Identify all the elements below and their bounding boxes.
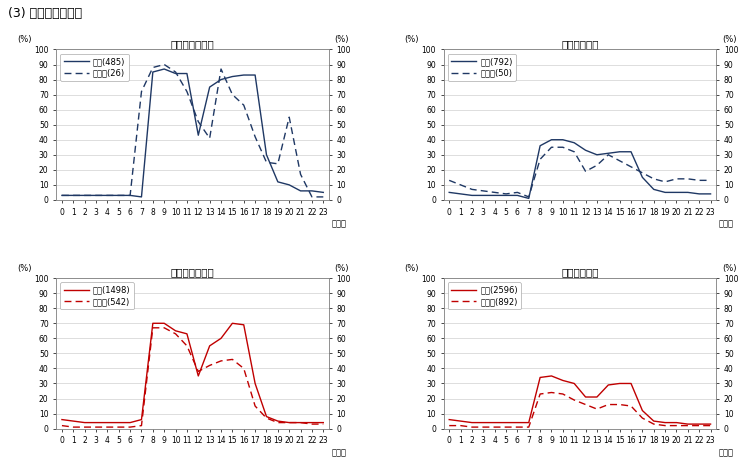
Text: (%): (%) [17,35,32,44]
Text: （時）: （時） [719,219,734,228]
Title: 女性（土日）: 女性（土日） [561,268,598,277]
Text: （時）: （時） [332,448,346,457]
Legend: 正規(485), 非正規(26): 正規(485), 非正規(26) [61,54,129,81]
Text: （時）: （時） [719,448,734,457]
Text: (%): (%) [334,264,349,273]
Text: (3) 保健医療従事者: (3) 保健医療従事者 [8,7,82,20]
Title: 女性（月～金）: 女性（月～金） [171,268,214,277]
Text: (%): (%) [334,35,349,44]
Legend: 正規(2596), 非正規(892): 正規(2596), 非正規(892) [448,282,521,309]
Legend: 正規(1498), 非正規(542): 正規(1498), 非正規(542) [61,282,134,309]
Legend: 正規(792), 非正規(50): 正規(792), 非正規(50) [448,54,516,81]
Text: (%): (%) [722,264,736,273]
Text: (%): (%) [405,264,419,273]
Title: 男性（土日）: 男性（土日） [561,39,598,49]
Text: （時）: （時） [332,219,346,228]
Text: (%): (%) [722,35,736,44]
Title: 男性（月～金）: 男性（月～金） [171,39,214,49]
Text: (%): (%) [405,35,419,44]
Text: (%): (%) [17,264,32,273]
